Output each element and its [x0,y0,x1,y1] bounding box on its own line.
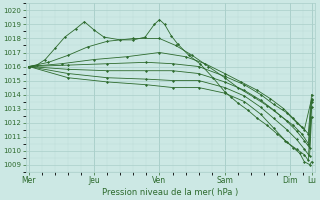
X-axis label: Pression niveau de la mer( hPa ): Pression niveau de la mer( hPa ) [102,188,238,197]
